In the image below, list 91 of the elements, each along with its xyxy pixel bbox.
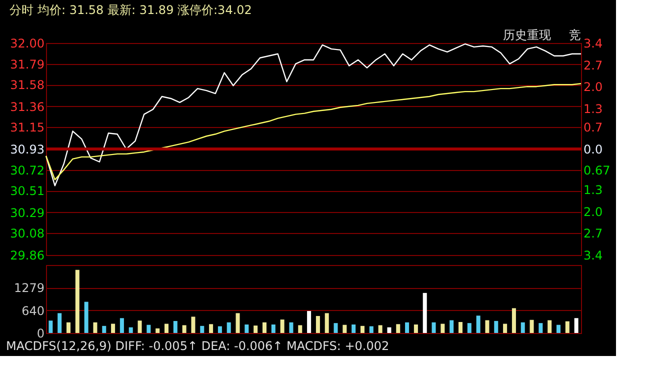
bar <box>574 318 578 333</box>
bar <box>262 322 267 333</box>
bar <box>316 316 320 333</box>
bar <box>173 320 178 333</box>
bar <box>324 313 329 333</box>
bar <box>387 327 392 333</box>
y-tick-label: 30.29 <box>10 206 44 220</box>
bar <box>200 326 204 333</box>
y-tick-label: 30.08 <box>10 226 44 241</box>
bar <box>254 326 258 333</box>
bar <box>565 321 570 333</box>
y-tick-label: 1279 <box>14 281 44 296</box>
bar <box>75 270 80 333</box>
line-series <box>45 83 582 180</box>
bar <box>360 326 365 333</box>
bar <box>485 320 490 333</box>
bar <box>84 302 88 333</box>
bar <box>369 326 374 333</box>
bar <box>494 320 498 333</box>
bar <box>102 326 106 333</box>
bar <box>93 322 98 333</box>
y2-tick-label: 2.7 <box>584 58 603 72</box>
bar <box>334 323 338 333</box>
y2-tick-label: 0.0 <box>584 142 603 156</box>
bar <box>120 318 124 333</box>
bar <box>503 324 508 333</box>
bar <box>236 313 240 333</box>
text: 竞 <box>569 28 581 42</box>
y2-tick-label: 1.3 <box>584 183 603 198</box>
bar <box>440 324 445 333</box>
text: MACDFS(12,26,9) DIFF: -0.005↑ DEA: -0.006↑ MACDFS: +0.002 <box>6 339 390 353</box>
bar <box>48 320 53 333</box>
bar <box>280 320 284 333</box>
bar <box>422 292 427 333</box>
bar <box>209 324 214 333</box>
bar <box>450 320 454 333</box>
bar <box>530 320 534 333</box>
bar <box>146 324 151 333</box>
y-tick-label: 640 <box>22 304 44 318</box>
bar <box>432 322 436 333</box>
y2-tick-label: 2.0 <box>584 204 603 219</box>
bar <box>414 324 418 333</box>
bar <box>556 324 561 333</box>
bar <box>467 323 472 333</box>
bar <box>352 324 356 333</box>
bar <box>164 324 168 333</box>
bar <box>458 322 463 333</box>
y-tick-label: 31.36 <box>10 100 44 114</box>
bar <box>182 325 186 333</box>
bar <box>476 316 480 333</box>
y-tick-label: 29.86 <box>10 248 44 262</box>
y-tick-label: 30.93 <box>10 142 44 156</box>
bar <box>512 308 516 333</box>
bar <box>128 327 133 333</box>
y2-tick-label: 0.7 <box>584 120 603 135</box>
chart-title: 分时 均价: 31.58 最新: 31.89 涨停价:34.02 <box>10 3 252 17</box>
bar <box>405 322 410 333</box>
y2-tick-label: 3.4 <box>584 36 603 50</box>
y2-tick-label: 2.0 <box>584 80 603 94</box>
bar <box>271 324 276 333</box>
y-tick-label: 30.72 <box>10 163 44 178</box>
y-tick-label: 31.58 <box>10 78 44 92</box>
bar <box>191 316 196 333</box>
bar <box>244 324 249 333</box>
y-tick-label: 31.79 <box>10 57 44 72</box>
y2-tick-label: 1.3 <box>584 102 603 116</box>
bar <box>218 326 222 333</box>
bar <box>298 325 302 333</box>
bar <box>378 325 382 333</box>
bar <box>548 320 552 333</box>
bar <box>289 322 294 333</box>
y-tick-label: 31.15 <box>10 120 44 135</box>
bar <box>138 320 142 333</box>
bar <box>226 322 231 333</box>
bar <box>156 328 160 333</box>
bar <box>66 322 70 333</box>
y2-tick-label: 2.7 <box>584 226 603 241</box>
y2-tick-label: 3.4 <box>584 248 603 262</box>
bar <box>520 322 525 333</box>
text: 历史重现 <box>503 28 551 42</box>
bar <box>396 324 400 333</box>
bar <box>342 324 347 333</box>
y2-tick-label: 0.67 <box>584 163 610 178</box>
bar <box>307 311 312 333</box>
y-tick-label: 30.51 <box>10 184 44 198</box>
y-tick-label: 32.00 <box>10 36 44 50</box>
bar <box>111 324 116 333</box>
line-series <box>45 43 582 186</box>
bar <box>538 323 543 333</box>
y-tick-label: 0 <box>36 326 44 340</box>
bar <box>58 313 62 333</box>
